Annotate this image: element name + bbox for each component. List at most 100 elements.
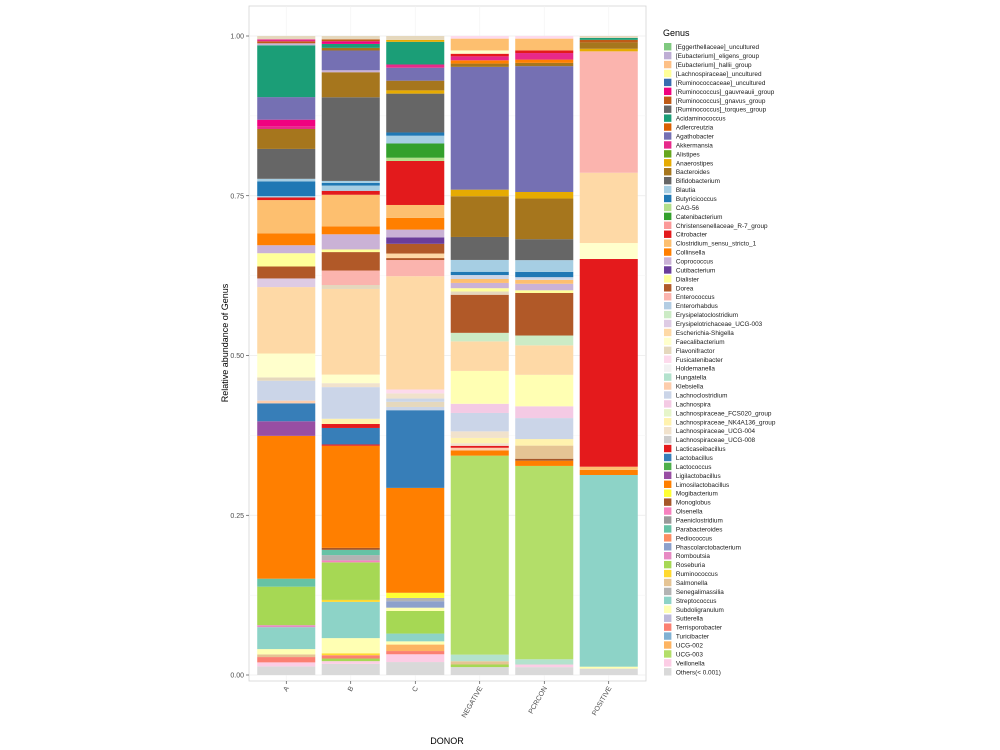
bar-segment-a-blautia: [257, 178, 316, 182]
bar-segment-a-clostridium-sensu-stricto-1: [257, 200, 316, 234]
legend-item-ruminococcus: Ruminococcus: [664, 569, 718, 578]
bar-segment-negative-akkermansia: [450, 56, 509, 61]
legend-swatch: [664, 614, 672, 622]
bar-segment-pcrcon-veillonella: [515, 664, 574, 668]
legend-swatch: [664, 185, 672, 194]
legend-label: Mogibacterium: [676, 491, 718, 498]
bar-segment-negative-faecalibacterium: [450, 50, 509, 54]
bar-segment-pcrcon-lachnoclostridium: [515, 418, 574, 440]
legend-swatch: [664, 587, 672, 596]
legend-label: [Eggerthellaceae]_uncultured: [676, 44, 760, 51]
legend-label: Streptococcus: [676, 598, 717, 605]
bar-segment-negative-erysipelatoclostridium: [450, 332, 509, 342]
legend-swatch: [664, 355, 672, 363]
legend-swatch: [664, 525, 672, 533]
legend-label: Salmonella: [676, 580, 708, 587]
legend-item-dialister: Dialister: [664, 275, 700, 283]
legend-item-akkermansia: Akkermansia: [664, 141, 713, 149]
bar-segment-c-anaerostipes: [386, 39, 445, 42]
legend-swatch: [664, 507, 672, 515]
bar-segment-pcrcon-bacteroides: [515, 198, 574, 240]
bar-segment-pcrcon-fusicatenibacter: [515, 36, 574, 39]
legend-label: Holdemanella: [676, 366, 716, 373]
bar-segment-b-butyricicoccus: [321, 182, 380, 186]
legend-swatch: [664, 168, 672, 176]
legend-swatch: [664, 462, 672, 471]
legend-swatch: [664, 623, 672, 631]
bar-segment-a-butyricicoccus: [257, 181, 316, 197]
bar-segment-pcrcon-anaerostipes: [515, 191, 574, 199]
legend-swatch: [664, 471, 672, 480]
legend-swatch: [664, 498, 672, 506]
bar-segment-a-salmonella: [257, 654, 316, 658]
bar-segment-negative-dialister: [450, 288, 509, 292]
bar-segment-a-erysipelotrichaceae-ucg-003: [257, 278, 316, 288]
legend-item-bifidobacterium: Bifidobacterium: [664, 176, 720, 185]
legend-swatch: [664, 43, 672, 51]
bar-segment-c-enterococcus: [386, 260, 445, 277]
legend-item-turicibacter: Turicibacter: [664, 632, 710, 641]
x-tick-label-negative: NEGATIVE: [461, 685, 485, 719]
legend-label: Senegalimassilia: [676, 589, 724, 596]
bar-segment-c-lactobacillus: [386, 410, 445, 488]
bar-segment-c-escherichia-shigella: [386, 253, 445, 259]
legend-item-acidaminococcus: Acidaminococcus: [664, 114, 726, 123]
legend-label: Flavonifractor: [676, 348, 716, 355]
legend-label: UCG-003: [676, 651, 703, 658]
legend-item-lachnospiraceae-ucg-004: Lachnospiraceae_UCG-004: [664, 426, 756, 435]
legend-swatch: [664, 426, 672, 435]
legend-label: UCG-002: [676, 643, 703, 650]
bar-segment-b-parabacteroides: [321, 549, 380, 556]
bar-segment-positive-limosilactobacillus: [579, 469, 638, 475]
bar-segment-c-lachnoclostridium: [386, 406, 445, 411]
legend-label: Others(< 0.001): [676, 669, 721, 676]
legend-item-fusicatenibacter: Fusicatenibacter: [664, 355, 724, 364]
legend-title: Genus: [663, 28, 690, 38]
bar-segment-c-flavonifractor: [386, 401, 445, 407]
legend-swatch: [664, 543, 672, 551]
bar-segment-negative-dorea: [450, 294, 509, 333]
bar-segment-negative-klebsiella: [450, 447, 509, 451]
legend-label: Turicibacter: [676, 634, 710, 641]
bar-segment-positive-streptococcus: [579, 474, 638, 667]
legend-swatch: [664, 373, 672, 381]
legend-item-lachnospira: Lachnospira: [664, 400, 711, 408]
y-tick-label: 0.50: [230, 353, 244, 360]
legend-label: Ruminococcus: [676, 571, 718, 578]
bar-segment-pcrcon-monoglobus: [515, 458, 574, 461]
legend-swatch: [664, 578, 672, 587]
legend-swatch: [664, 391, 672, 399]
bar-segment-a-terrisporobacter: [257, 657, 316, 663]
y-tick-label: 0.75: [230, 193, 244, 200]
legend-swatch: [664, 382, 672, 390]
legend-label: Hungatella: [676, 375, 707, 382]
legend-swatch: [664, 516, 672, 524]
bar-segment-c-dorea: [386, 258, 445, 261]
bar-segment-pcrcon-akkermansia: [515, 53, 574, 60]
bar-segment-a-collinsella: [257, 233, 316, 246]
legend-item-ruminococcus-torques-group: [Ruminococcus]_torques_group: [664, 105, 767, 114]
legend-item-ruminococcus-gnavus-group: [Ruminococcus]_gnavus_group: [664, 96, 766, 105]
bar-segment-b-agathobacter: [321, 50, 380, 71]
legend-label: Monoglobus: [676, 500, 711, 507]
legend-swatch: [664, 605, 672, 613]
legend-item-clostridium-sensu-stricto-1: Clostridium_sensu_stricto_1: [664, 239, 757, 248]
legend-swatch: [664, 364, 672, 372]
legend-swatch: [664, 489, 672, 497]
bar-segment-c-terrisporobacter: [386, 651, 445, 655]
bar-segment-b-lactobacillus: [321, 427, 380, 445]
bar-segment-b-dialister: [321, 249, 380, 253]
bar-segment-negative-lachnospiraceae-ucg-004: [450, 431, 509, 438]
bar-segment-a-ligilactobacillus: [257, 421, 316, 436]
legend-label: Lactobacillus: [676, 455, 713, 462]
legend-label: Lachnospiraceae_UCG-008: [676, 437, 756, 444]
legend-item-flavonifractor: Flavonifractor: [664, 346, 716, 355]
legend-label: Escherichia-Shigella: [676, 330, 734, 337]
bar-segment-negative-lachnoclostridium: [450, 275, 509, 279]
bar-segment-pcrcon-others-0-001: [515, 667, 574, 675]
legend-label: Anaerostipes: [676, 160, 713, 167]
legend-swatch: [664, 293, 672, 301]
bar-segment-c-flavonifractor: [386, 36, 445, 40]
bar-segment-pcrcon-blautia: [515, 260, 574, 272]
bar-segment-c-senegalimassilia: [386, 597, 445, 602]
